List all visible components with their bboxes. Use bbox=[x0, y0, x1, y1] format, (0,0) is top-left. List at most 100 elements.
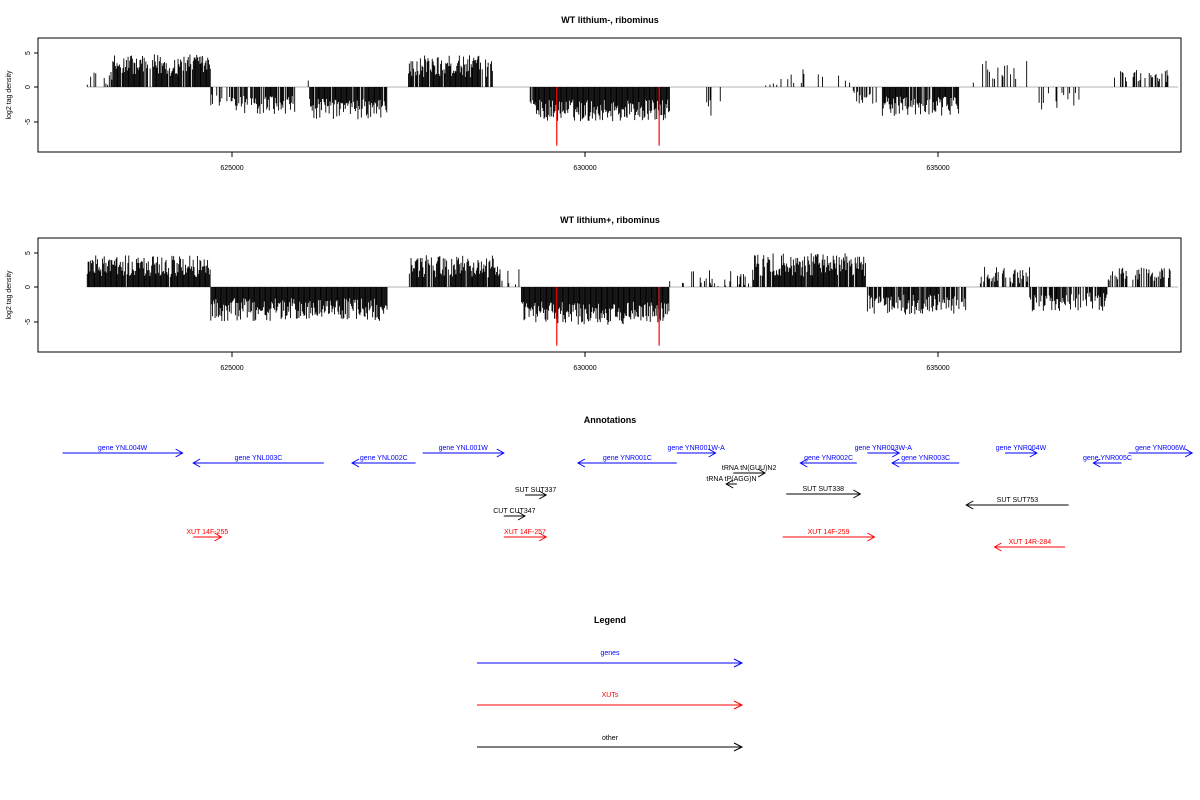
feature-arrowhead bbox=[1184, 448, 1194, 458]
feature-arrowhead bbox=[538, 490, 548, 500]
feature-gene-ynr001w-a: gene YNR001W-A bbox=[668, 445, 726, 458]
feature-xut-14f-259: XUT 14F-259 bbox=[782, 529, 876, 542]
coverage-bars bbox=[86, 253, 1179, 346]
coverage-bars bbox=[86, 54, 1179, 146]
feature-label: gene YNL002C bbox=[360, 455, 408, 462]
feature-gene-ynr003w-a: gene YNR003W-A bbox=[855, 445, 913, 458]
y-tick-label: 5 bbox=[25, 251, 32, 255]
y-axis-label: log2 tag density bbox=[6, 270, 13, 320]
legend-title: Legend bbox=[594, 615, 626, 625]
feature-label: tRNA tN(GUU)N2 bbox=[722, 465, 777, 472]
feature-arrowhead bbox=[853, 489, 862, 499]
x-tick-label: 630000 bbox=[573, 165, 596, 172]
feature-arrowhead bbox=[891, 458, 900, 468]
feature-gene-ynr005c: gene YNR005C bbox=[1083, 455, 1132, 468]
feature-arrowhead bbox=[175, 448, 184, 458]
y-tick-label: 0 bbox=[25, 85, 32, 89]
x-axis: 625000 630000 635000 bbox=[220, 152, 950, 172]
feature-xut-14r-284: XUT 14R-284 bbox=[993, 539, 1066, 552]
feature-gene-ynr003c: gene YNR003C bbox=[891, 455, 960, 468]
y-tick-label: 5 bbox=[25, 51, 32, 55]
plot-frame bbox=[37, 37, 1182, 153]
feature-arrowhead bbox=[517, 511, 526, 521]
x-tick-label: 635000 bbox=[926, 365, 949, 372]
feature-label: gene YNR002C bbox=[804, 455, 853, 462]
feature-gene-ynl004w: gene YNL004W bbox=[62, 445, 184, 458]
y-axis: 5 0 -5 bbox=[25, 51, 38, 125]
y-axis-label: log2 tag density bbox=[6, 70, 13, 120]
feature-label: gene YNR005C bbox=[1083, 455, 1132, 462]
legend-label: XUTs bbox=[602, 692, 619, 699]
x-tick-label: 625000 bbox=[220, 165, 243, 172]
feature-arrowhead bbox=[538, 532, 548, 542]
feature-label: gene YNL004W bbox=[98, 445, 148, 452]
legend-arrowhead bbox=[733, 742, 744, 752]
feature-sut-sut338: SUT SUT338 bbox=[786, 486, 862, 499]
feature-gene-ynr002c: gene YNR002C bbox=[799, 455, 857, 468]
feature-xut-14f-257: XUT 14F-257 bbox=[503, 529, 548, 542]
y-tick-label: 0 bbox=[25, 285, 32, 289]
y-tick-label: -5 bbox=[25, 319, 32, 325]
feature-arrowhead bbox=[708, 448, 717, 458]
feature-sut-sut753: SUT SUT753 bbox=[965, 497, 1069, 510]
feature-label: XUT 14R-284 bbox=[1008, 539, 1051, 546]
feature-xut-14f-255: XUT 14F-255 bbox=[186, 529, 228, 542]
feature-gene-ynr001c: gene YNR001C bbox=[576, 455, 677, 468]
feature-arrowhead bbox=[993, 542, 1002, 552]
feature-gene-ynl003c: gene YNL003C bbox=[192, 455, 324, 468]
x-tick-label: 625000 bbox=[220, 365, 243, 372]
legend-arrowhead bbox=[733, 700, 744, 710]
feature-gene-ynl001w: gene YNL001W bbox=[422, 445, 505, 458]
feature-label: XUT 14F-255 bbox=[186, 529, 228, 536]
feature-arrowhead bbox=[192, 458, 201, 468]
legend-entry-genes: genes bbox=[477, 650, 744, 668]
annotation-features: gene YNL004W gene YNL003C gene YNL002C gene… bbox=[62, 445, 1194, 552]
feature-arrowhead bbox=[1092, 458, 1101, 468]
y-tick-label: -5 bbox=[25, 119, 32, 125]
feature-trna-tp-agg-n: tRNA tP(AGG)N bbox=[706, 476, 757, 489]
legend-label: other bbox=[602, 735, 619, 742]
feature-label: gene YNR003C bbox=[901, 455, 950, 462]
feature-label: gene YNR004W bbox=[996, 445, 1047, 452]
feature-arrowhead bbox=[1029, 448, 1038, 458]
feature-trna-tn-guu-n2: tRNA tN(GUU)N2 bbox=[722, 465, 777, 478]
feature-arrowhead bbox=[576, 458, 586, 468]
x-axis: 625000 630000 635000 bbox=[220, 352, 950, 372]
feature-label: SUT SUT338 bbox=[803, 486, 845, 493]
feature-label: XUT 14F-259 bbox=[808, 529, 850, 536]
feature-arrowhead bbox=[757, 468, 767, 478]
feature-sut-sut337: SUT SUT337 bbox=[515, 487, 557, 500]
feature-label: gene YNR001C bbox=[603, 455, 652, 462]
feature-label: gene YNR001W-A bbox=[668, 445, 726, 452]
feature-arrowhead bbox=[965, 500, 974, 510]
x-tick-label: 635000 bbox=[926, 165, 949, 172]
feature-arrowhead bbox=[867, 532, 876, 542]
feature-label: gene YNR003W-A bbox=[855, 445, 913, 452]
legend-entry-xuts: XUTs bbox=[477, 692, 744, 710]
feature-arrowhead bbox=[725, 479, 734, 489]
feature-gene-ynl002c: gene YNL002C bbox=[351, 455, 416, 468]
plot-frame bbox=[37, 237, 1182, 353]
top-coverage-panel: WT lithium-, ribominus log2 tag density … bbox=[6, 15, 1182, 172]
feature-gene-ynr006w: gene YNR006W bbox=[1128, 445, 1194, 458]
feature-arrowhead bbox=[891, 448, 901, 458]
feature-label: gene YNL003C bbox=[235, 455, 283, 462]
feature-label: XUT 14F-257 bbox=[504, 529, 546, 536]
feature-label: CUT CUT347 bbox=[493, 508, 535, 515]
feature-label: SUT SUT337 bbox=[515, 487, 557, 494]
feature-arrowhead bbox=[214, 532, 223, 542]
feature-label: tRNA tP(AGG)N bbox=[706, 476, 756, 483]
feature-arrowhead bbox=[496, 448, 505, 458]
panel-title: WT lithium-, ribominus bbox=[561, 15, 659, 25]
legend-arrowhead bbox=[733, 658, 744, 668]
legend: Legend genes XUTs other bbox=[477, 615, 744, 752]
y-axis: 5 0 -5 bbox=[25, 251, 38, 325]
feature-arrowhead bbox=[799, 458, 808, 468]
legend-label: genes bbox=[600, 650, 620, 657]
legend-entry-other: other bbox=[477, 735, 744, 752]
bottom-coverage-panel: WT lithium+, ribominus log2 tag density … bbox=[6, 215, 1182, 372]
feature-gene-ynr004w: gene YNR004W bbox=[996, 445, 1047, 458]
feature-label: SUT SUT753 bbox=[997, 497, 1039, 504]
